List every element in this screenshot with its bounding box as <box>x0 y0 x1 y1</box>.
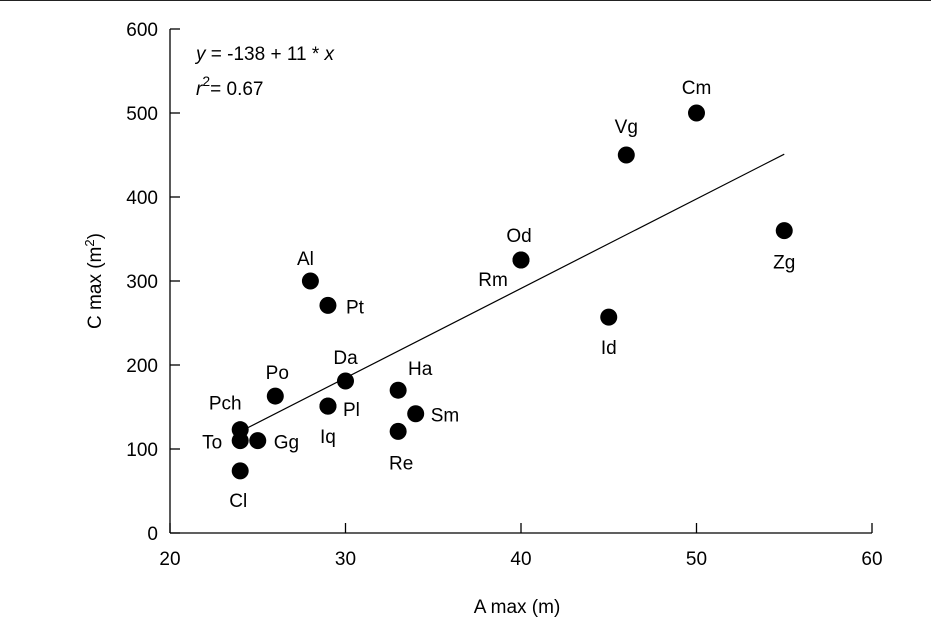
y-tick-label: 200 <box>126 356 158 377</box>
point-label: Pl <box>343 400 360 421</box>
point-marker <box>231 462 249 480</box>
y-tick-label: 500 <box>126 104 158 125</box>
y-axis-label: C max (m2) <box>82 233 106 329</box>
point-label: Rm <box>478 270 508 291</box>
data-point: Iq <box>319 397 337 448</box>
point-label: Cl <box>229 491 247 512</box>
point-label: Pch <box>209 394 242 415</box>
point-label: Vg <box>615 117 638 138</box>
y-axis-label-end: ) <box>85 233 106 239</box>
point-marker <box>600 308 618 326</box>
point-label: Iq <box>320 427 336 448</box>
point-marker <box>688 104 705 122</box>
point-label: To <box>202 433 222 454</box>
r-squared: r2= 0.67 <box>196 73 263 100</box>
point-marker <box>407 405 425 423</box>
data-point: Cl <box>229 462 249 512</box>
eq-body: = -138 + 11 * <box>206 44 325 65</box>
point-marker <box>266 387 284 405</box>
point-label: Pt <box>346 297 365 318</box>
point-marker <box>775 222 793 240</box>
axes <box>169 29 872 534</box>
y-tick-label: 100 <box>126 440 158 461</box>
point-label: Od <box>506 226 531 247</box>
point-marker <box>389 422 407 440</box>
data-point: Po <box>266 363 289 405</box>
point-marker <box>301 272 319 290</box>
top-border <box>0 0 931 1</box>
data-point: Rm <box>478 251 530 291</box>
x-tick-label: 30 <box>335 549 356 570</box>
x-tick-label: 40 <box>510 549 531 570</box>
y-tick-label: 0 <box>147 524 158 545</box>
point-label: Po <box>266 363 289 384</box>
data-point: Pch <box>209 394 249 439</box>
point-marker <box>617 146 635 164</box>
data-point: Da <box>333 348 358 390</box>
y-ticks: 0 100 200 300 400 500 600 <box>126 20 180 545</box>
regression-line <box>246 153 785 429</box>
data-point: Pt <box>319 296 365 318</box>
point-marker <box>389 381 407 399</box>
point-label: Cm <box>682 78 712 99</box>
point-marker <box>319 397 337 415</box>
point-label: Re <box>389 453 413 474</box>
y-axis-label-main: C max (m <box>85 247 106 329</box>
point-marker <box>249 432 267 450</box>
points: Cm Vg Zg Od Rm Id Al Pt Po Da Pl Iq Ha Sm Re Pch To Gg Cl <box>202 78 795 512</box>
r2-sup: 2 <box>202 73 210 89</box>
regression-line-group <box>246 153 785 429</box>
x-axis-label: A max (m) <box>474 597 561 618</box>
point-marker <box>512 251 530 269</box>
data-point: Zg <box>773 222 795 274</box>
data-point: Vg <box>615 117 638 164</box>
eq-x: x <box>324 44 336 65</box>
point-marker <box>231 432 249 450</box>
data-point: Re <box>389 422 413 474</box>
data-point: Cm <box>682 78 712 122</box>
y-axis-label-sup: 2 <box>82 239 97 246</box>
point-label: Zg <box>773 253 795 274</box>
point-label: Da <box>333 348 358 369</box>
data-point: Al <box>297 249 319 290</box>
x-ticks: 20 30 40 50 60 <box>159 523 883 570</box>
point-label: Id <box>601 338 617 359</box>
regression-equation: y = -138 + 11 * x <box>194 44 336 65</box>
point-label: Gg <box>274 433 299 454</box>
y-tick-label: 300 <box>126 272 158 293</box>
data-point: To <box>202 432 249 454</box>
y-tick-label: 600 <box>126 20 158 41</box>
point-label: Al <box>297 249 314 270</box>
x-tick-label: 50 <box>686 549 707 570</box>
point-label: Sm <box>431 406 460 427</box>
y-tick-label: 400 <box>126 188 158 209</box>
data-point: Sm <box>407 405 459 427</box>
data-point: Gg <box>249 432 299 454</box>
data-point: Id <box>600 308 618 359</box>
x-tick-label: 20 <box>159 549 180 570</box>
x-tick-label: 60 <box>861 549 882 570</box>
point-marker <box>319 296 337 314</box>
point-marker <box>337 372 354 390</box>
eq-y: y <box>194 44 207 65</box>
data-point: Ha <box>389 359 433 399</box>
point-label: Ha <box>408 359 433 380</box>
r2-r: r <box>196 79 203 100</box>
r2-value: = 0.67 <box>210 79 263 100</box>
